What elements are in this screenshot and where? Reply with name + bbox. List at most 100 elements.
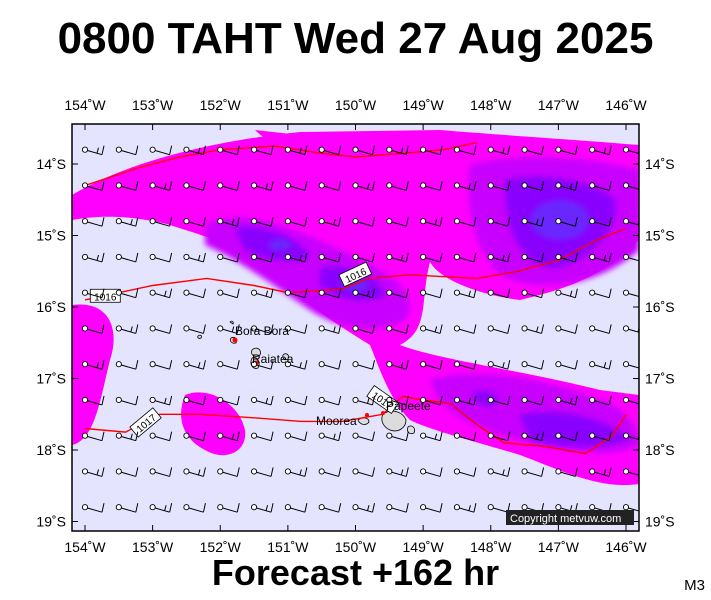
wind-barb: [149, 360, 173, 370]
lat-tick-label-right: 15˚S: [645, 228, 675, 244]
wind-barb: [217, 252, 240, 263]
wind-barb: [420, 503, 443, 513]
wind-barb: [420, 324, 443, 334]
wind-barb: [352, 503, 375, 513]
wind-barb: [453, 360, 477, 370]
lat-tick-label-left: 14˚S: [36, 156, 66, 172]
wind-barb: [284, 181, 308, 191]
wind-barb: [352, 181, 375, 191]
lon-tick-label-top: 151˚W: [267, 97, 309, 113]
wind-barb: [149, 145, 173, 156]
wind-barb: [183, 145, 206, 156]
model-label: M3: [684, 577, 705, 594]
wind-barb: [284, 360, 308, 370]
wind-barb: [589, 395, 612, 406]
wind-barb: [555, 145, 578, 156]
place-label: Moorea: [316, 414, 357, 428]
wind-barb: [352, 217, 375, 227]
lon-tick-label-bottom: 147˚W: [538, 539, 580, 555]
wind-barb: [589, 467, 612, 477]
lat-tick-label-left: 16˚S: [36, 299, 66, 315]
wind-barb: [217, 503, 240, 513]
wind-barb: [521, 395, 545, 406]
wind-barb: [622, 396, 639, 405]
wind-barb: [420, 217, 443, 227]
lon-tick-label-top: 150˚W: [335, 97, 377, 113]
wind-barb: [284, 288, 308, 299]
wind-barb: [81, 324, 105, 334]
wind-barb: [318, 181, 342, 191]
wind-barb: [420, 360, 443, 370]
wind-barb: [81, 395, 105, 406]
wind-barb: [589, 181, 612, 191]
lon-tick-label-bottom: 149˚W: [403, 539, 445, 555]
wind-barb: [589, 324, 612, 334]
wind-barb: [183, 503, 206, 513]
isobar-line: [84, 227, 627, 301]
wind-barb: [386, 181, 409, 191]
wind-barb: [555, 217, 578, 227]
wind-barb: [284, 217, 308, 227]
wind-barb: [149, 217, 173, 227]
wind-barb: [115, 360, 139, 370]
lat-tick-label-left: 15˚S: [36, 228, 66, 244]
wind-barb: [589, 217, 612, 227]
wind-barb: [622, 146, 639, 155]
wind-barb: [386, 288, 409, 299]
wind-barb: [487, 145, 511, 156]
wind-barb: [589, 288, 612, 299]
wind-barb: [420, 395, 443, 406]
wind-barb: [521, 324, 545, 334]
lat-axis-right: 14˚S 15˚S 16˚S 17˚S 18˚S 19˚S: [633, 156, 675, 530]
lat-tick-label-left: 18˚S: [36, 442, 66, 458]
place-label: Bora Bora: [235, 324, 289, 338]
wind-barb: [622, 361, 639, 369]
wind-barb: [352, 145, 375, 156]
wind-barb: [251, 252, 274, 263]
wind-barb: [183, 252, 206, 263]
wind-barb: [521, 252, 545, 263]
lon-tick-label-bottom: 153˚W: [132, 539, 174, 555]
wind-barb: [487, 181, 511, 191]
wind-barb: [251, 503, 274, 513]
wind-barb: [81, 360, 105, 370]
wind-barb: [251, 324, 274, 334]
wind-barb: [81, 145, 105, 156]
wind-barb: [183, 467, 206, 477]
wind-barb: [352, 431, 375, 442]
wind-barb: [217, 467, 240, 477]
wind-barb: [555, 252, 578, 263]
wind-barb: [555, 395, 578, 406]
wind-barb: [318, 503, 342, 513]
wind-barb: [318, 360, 342, 370]
lat-tick-label-right: 18˚S: [645, 442, 675, 458]
wind-barb: [217, 324, 240, 334]
wind-barb: [352, 395, 375, 406]
wind-barb: [555, 324, 578, 334]
place-label: Papeete: [386, 399, 431, 413]
lat-tick-label-right: 19˚S: [645, 514, 675, 530]
wind-barb: [487, 395, 511, 406]
wind-barb: [149, 503, 173, 513]
wind-barb: [487, 252, 511, 263]
wind-barb: [386, 252, 409, 263]
lat-tick-label-right: 14˚S: [645, 156, 675, 172]
wind-barb: [386, 324, 409, 334]
wind-barb: [183, 395, 206, 406]
wind-barb: [453, 503, 477, 513]
wind-barb: [81, 217, 105, 227]
wind-barb: [115, 252, 139, 263]
wind-barb: [622, 289, 639, 298]
lon-tick-label-bottom: 154˚W: [64, 539, 106, 555]
wind-barb: [251, 288, 274, 299]
wind-barb: [453, 252, 477, 263]
svg-text:1016: 1016: [94, 292, 117, 303]
wind-barb: [284, 503, 308, 513]
wind-barb: [81, 288, 105, 299]
wind-barb-layer: [81, 145, 639, 513]
wind-barb: [386, 467, 409, 477]
wind-barb: [284, 145, 308, 156]
wind-barb: [555, 181, 578, 191]
